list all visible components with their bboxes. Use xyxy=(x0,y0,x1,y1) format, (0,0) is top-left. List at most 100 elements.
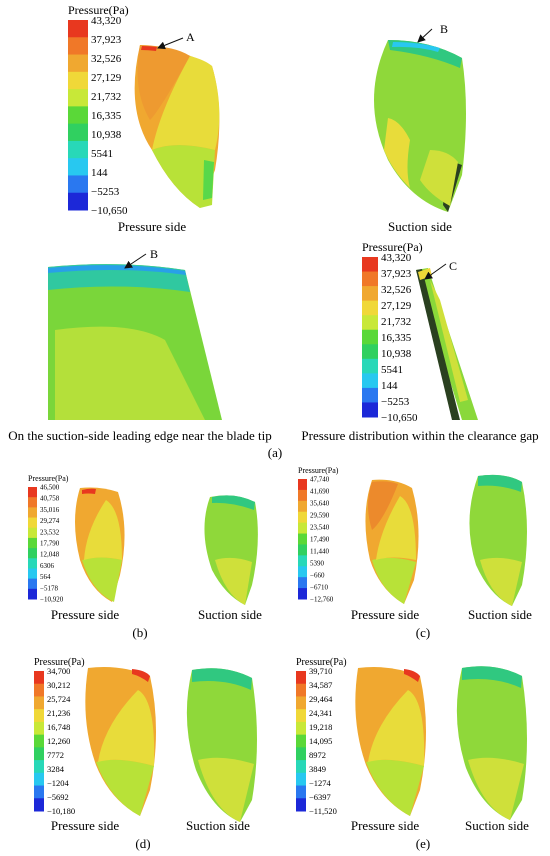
legend-value: 30,212 xyxy=(47,680,70,690)
legend-value: 23,532 xyxy=(40,528,60,536)
legend-value: 27,129 xyxy=(91,72,122,84)
legend-value: −10,650 xyxy=(91,205,128,217)
legend-swatch xyxy=(362,271,378,287)
leading-edge-zoom-a xyxy=(48,264,222,420)
legend-value: 27,129 xyxy=(381,300,412,312)
legend-c-title: Pressure(Pa) xyxy=(298,466,339,475)
legend-value: −6397 xyxy=(309,792,331,802)
legend-value: 32,526 xyxy=(91,53,122,65)
legend-swatch xyxy=(296,721,306,736)
legend-swatch xyxy=(68,71,88,90)
legend-value: 39,710 xyxy=(309,666,332,676)
legend-swatch xyxy=(28,497,37,508)
legend-value: 34,700 xyxy=(47,666,70,676)
legend-swatch xyxy=(34,785,44,799)
legend-value: 3849 xyxy=(309,764,326,774)
legend-swatch xyxy=(296,785,306,799)
legend-swatch xyxy=(298,522,307,535)
legend-value: −12,760 xyxy=(310,595,334,603)
legend-value: 37,923 xyxy=(91,34,122,46)
legend-a2-values: 43,320 37,923 32,526 27,129 21,732 16,335 10,9… xyxy=(381,252,418,424)
legend-swatch xyxy=(68,192,88,211)
legend-swatch xyxy=(28,588,37,600)
legend-swatch xyxy=(362,402,378,418)
legend-d-title: Pressure(Pa) xyxy=(34,657,85,668)
caption-suction-side-d: Suction side xyxy=(186,818,250,833)
legend-value: 16,748 xyxy=(47,722,70,732)
panel-b: Pressure(Pa) 46,500 40,758 35,016 29,274 23,… xyxy=(28,474,262,640)
legend-value: −1204 xyxy=(47,778,70,788)
legend-swatch xyxy=(34,696,44,710)
panel-label-e: (e) xyxy=(416,836,430,851)
legend-swatch xyxy=(298,555,307,567)
legend-value: 25,724 xyxy=(47,694,71,704)
legend-value: 564 xyxy=(40,573,51,581)
legend-e-title: Pressure(Pa) xyxy=(296,657,347,668)
legend-swatch xyxy=(34,683,44,697)
legend-value: 24,341 xyxy=(309,708,332,718)
legend-value: 16,335 xyxy=(91,110,122,122)
legend-swatch xyxy=(298,511,307,524)
caption-pressure-side-d: Pressure side xyxy=(51,818,119,833)
legend-swatch xyxy=(298,566,307,578)
panel-e: Pressure(Pa) 39,710 34,587 29,464 24,341 19,… xyxy=(296,657,529,851)
legend-value: 43,320 xyxy=(381,252,412,264)
caption-pressure-side-b: Pressure side xyxy=(51,607,119,622)
caption-leading-edge-a: On the suction-side leading edge near th… xyxy=(8,428,272,443)
legend-value: 19,218 xyxy=(309,722,332,732)
legend-swatch xyxy=(298,544,307,556)
panel-c: Pressure(Pa) 47,740 41,690 35,640 29,590 23,… xyxy=(298,466,532,640)
legend-swatch xyxy=(296,798,306,812)
legend-value: 35,016 xyxy=(40,506,60,514)
legend-value: 41,690 xyxy=(310,487,330,495)
legend-value: −6710 xyxy=(310,583,328,591)
legend-e-values: 39,710 34,587 29,464 24,341 19,218 14,095 8972… xyxy=(309,666,337,816)
legend-value: 5541 xyxy=(381,364,403,376)
caption-suction-side-c: Suction side xyxy=(468,607,532,622)
legend-swatch xyxy=(28,527,37,539)
legend-value: 17,790 xyxy=(40,539,60,547)
legend-swatch xyxy=(298,500,307,513)
legend-value: −10,650 xyxy=(381,412,418,424)
arrow-b2 xyxy=(124,253,147,269)
suction-side-blade-e xyxy=(456,666,527,820)
legend-value: 10,938 xyxy=(91,129,122,141)
legend-c-swatches xyxy=(298,479,307,600)
legend-swatch xyxy=(28,568,37,580)
legend-swatch xyxy=(362,373,378,389)
legend-value: 5390 xyxy=(310,559,325,567)
caption-pressure-side-a: Pressure side xyxy=(118,219,186,234)
legend-value: 35,640 xyxy=(310,499,330,507)
legend-value: 3284 xyxy=(47,764,65,774)
legend-swatch xyxy=(28,517,37,529)
legend-swatch xyxy=(28,507,37,519)
legend-value: 29,590 xyxy=(310,511,330,519)
legend-value: 10,938 xyxy=(381,348,412,360)
panel-d: Pressure(Pa) 34,700 30,212 25,724 21,236 16,… xyxy=(34,657,257,851)
legend-value: −5253 xyxy=(91,186,120,198)
legend-swatch xyxy=(296,671,306,685)
legend-swatch xyxy=(298,588,307,600)
caption-suction-side-e: Suction side xyxy=(465,818,529,833)
legend-swatch xyxy=(34,747,44,761)
legend-value: 46,500 xyxy=(40,483,60,491)
legend-swatch xyxy=(362,315,378,331)
legend-swatch xyxy=(296,772,306,787)
legend-swatch xyxy=(34,772,44,787)
legend-swatch xyxy=(34,798,44,812)
legend-value: 21,732 xyxy=(381,316,411,328)
legend-swatch xyxy=(68,20,88,38)
legend-a2: Pressure(Pa) 43,320 37,923 32,526 27,129 21,… xyxy=(362,240,423,424)
caption-suction-side-a: Suction side xyxy=(388,219,452,234)
legend-swatch xyxy=(296,760,306,774)
legend-b-swatches xyxy=(28,487,37,600)
legend-value: 29,274 xyxy=(40,517,60,525)
legend-swatch xyxy=(34,734,44,748)
legend-swatch xyxy=(68,140,88,159)
legend-value: −10,180 xyxy=(47,806,75,816)
legend-value: 16,335 xyxy=(381,332,412,344)
legend-value: 29,464 xyxy=(309,694,333,704)
legend-swatch xyxy=(34,760,44,774)
legend-swatch xyxy=(362,257,378,273)
